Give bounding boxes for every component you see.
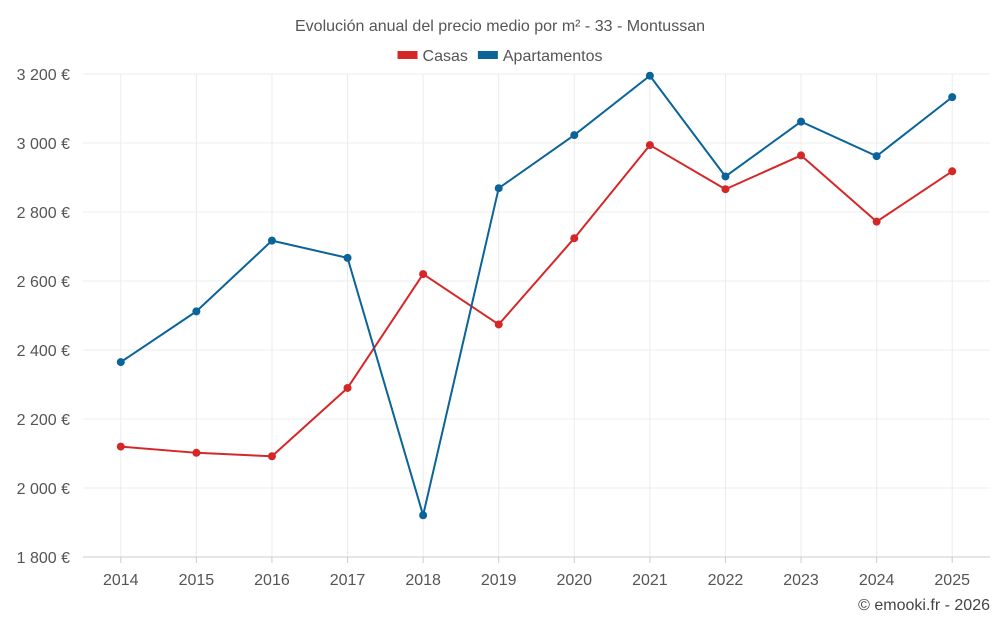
data-point-apartamentos[interactable] [343,253,352,262]
data-point-apartamentos[interactable] [192,307,201,316]
x-tick-label: 2021 [632,572,668,589]
data-point-apartamentos[interactable] [721,172,730,181]
x-tick-label: 2025 [934,572,970,589]
x-tick-label: 2016 [254,572,290,589]
legend: Casas Apartamentos [397,48,603,65]
legend-swatch [397,51,418,59]
x-tick-label: 2019 [481,572,517,589]
series-line-casas [120,144,953,458]
data-point-apartamentos[interactable] [797,117,806,126]
data-point-casas[interactable] [267,452,276,461]
y-tick-label: 3 200 € [17,67,70,84]
gridlines [83,73,990,557]
legend-item-casas[interactable]: Casas [397,48,468,65]
data-point-apartamentos[interactable] [872,152,881,161]
data-point-casas[interactable] [494,320,503,329]
data-point-casas[interactable] [570,234,579,243]
data-point-casas[interactable] [192,448,201,457]
data-point-apartamentos[interactable] [948,93,957,102]
data-point-apartamentos[interactable] [267,236,276,245]
y-tick-label: 2 600 € [17,274,70,291]
data-point-casas[interactable] [797,151,806,160]
data-point-casas[interactable] [116,442,125,451]
data-point-apartamentos[interactable] [570,131,579,140]
y-tick-label: 1 800 € [17,550,70,567]
chart-title: Evolución anual del precio medio por m² … [295,18,705,35]
x-tick-label: 2018 [405,572,441,589]
y-tick-label: 2 200 € [17,412,70,429]
x-tick-label: 2024 [859,572,895,589]
y-axis: 1 800 € 2 000 € 2 200 € 2 400 € 2 600 € 2 800… [17,67,70,567]
data-point-apartamentos[interactable] [116,358,125,367]
x-tick-label: 2023 [783,572,819,589]
x-axis: 2014 2015 2016 2017 2018 2019 2020 2021 2022 2023… [83,556,990,589]
x-tick-label: 2015 [179,572,215,589]
data-point-casas[interactable] [343,383,352,392]
data-point-casas[interactable] [948,167,957,176]
data-point-casas[interactable] [419,270,428,279]
x-tick-label: 2020 [556,572,592,589]
x-tick-label: 2014 [103,572,139,589]
data-point-apartamentos[interactable] [645,71,654,80]
x-tick-label: 2022 [708,572,744,589]
legend-swatch [477,51,498,59]
series-group [116,71,957,520]
data-point-apartamentos[interactable] [419,511,428,520]
data-point-apartamentos[interactable] [494,184,503,193]
legend-label: Casas [423,48,468,65]
y-tick-label: 3 000 € [17,136,70,153]
data-point-casas[interactable] [721,185,730,194]
series-line-apartamentos [120,74,953,517]
legend-label: Apartamentos [503,48,603,65]
data-point-casas[interactable] [645,141,654,150]
y-tick-label: 2 400 € [17,343,70,360]
legend-item-apartamentos[interactable]: Apartamentos [477,48,603,65]
x-tick-label: 2017 [330,572,366,589]
credit-text: © emooki.fr - 2026 [858,597,990,614]
data-point-casas[interactable] [872,217,881,226]
y-tick-label: 2 000 € [17,481,70,498]
y-tick-label: 2 800 € [17,205,70,222]
